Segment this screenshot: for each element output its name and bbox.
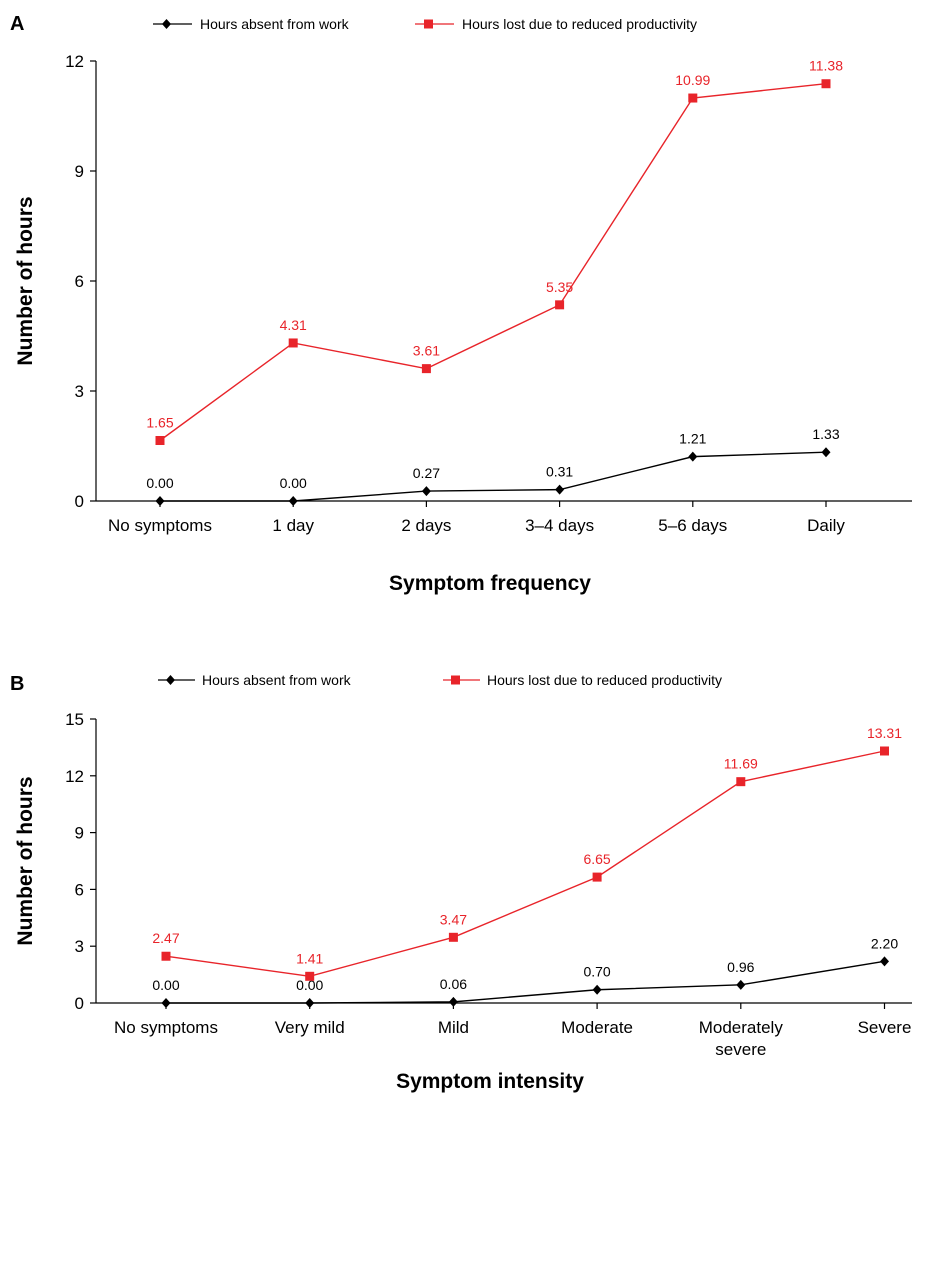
x-category-label: Moderate xyxy=(561,1018,633,1037)
series-line xyxy=(166,960,885,1004)
y-tick-label: 3 xyxy=(75,937,84,956)
x-axis-title: Symptom frequency xyxy=(389,572,591,595)
data-point xyxy=(592,984,602,995)
x-category-label: Mild xyxy=(438,1018,469,1037)
data-point xyxy=(161,951,171,961)
data-point xyxy=(161,998,171,1008)
series-line xyxy=(165,750,885,978)
y-tick-label: 6 xyxy=(75,272,84,291)
y-axis-title: Number of hours xyxy=(14,196,37,365)
data-point xyxy=(305,998,315,1008)
panel-tag: B xyxy=(10,673,24,695)
x-category-label: severe xyxy=(715,1040,766,1059)
data-point xyxy=(555,300,565,310)
x-category-label: Severe xyxy=(858,1018,912,1037)
legend-marker-1 xyxy=(162,19,171,29)
legend-label-2: Hours lost due to reduced productivity xyxy=(462,16,697,32)
data-label: 11.69 xyxy=(724,756,758,772)
data-label: 0.00 xyxy=(296,977,323,993)
series-2: 1.65 4.31 3.61 5.35 10.99 11.38 xyxy=(146,58,843,445)
data-point xyxy=(688,451,698,462)
data-label: 11.38 xyxy=(809,58,843,74)
data-point xyxy=(736,777,746,787)
data-point xyxy=(155,436,165,445)
data-label: 3.47 xyxy=(440,911,467,927)
y-tick-label: 9 xyxy=(75,162,84,181)
x-category-label: No symptoms xyxy=(108,516,212,535)
data-point xyxy=(555,484,565,495)
data-label: 0.96 xyxy=(727,959,754,975)
legend-label-2: Hours lost due to reduced productivity xyxy=(487,672,722,688)
x-category-label: Daily xyxy=(807,516,845,535)
y-tick-label: 6 xyxy=(75,880,84,899)
chart-panel-a: A Hours absent from work Hours lost due to… xyxy=(10,13,912,595)
series-2: 2.47 1.41 3.47 6.65 11.69 13.31 xyxy=(152,725,902,981)
data-label: 4.31 xyxy=(280,317,307,333)
data-label: 1.33 xyxy=(812,426,839,442)
data-point xyxy=(821,79,831,89)
data-point xyxy=(880,956,889,967)
y-tick-label: 12 xyxy=(65,52,84,71)
legend-marker-1 xyxy=(166,675,175,685)
y-tick-label: 0 xyxy=(75,994,84,1013)
x-category-label: No symptoms xyxy=(114,1018,218,1037)
y-axis-title: Number of hours xyxy=(14,776,37,945)
x-category-label: Very mild xyxy=(275,1018,345,1037)
data-label: 3.61 xyxy=(413,343,440,359)
data-label: 0.70 xyxy=(583,964,610,980)
y-tick-label: 3 xyxy=(75,382,84,401)
data-label: 0.31 xyxy=(546,464,573,480)
data-point xyxy=(155,496,165,506)
data-point xyxy=(880,746,889,756)
data-point xyxy=(592,872,602,882)
data-point xyxy=(421,486,431,497)
x-category-label: 2 days xyxy=(401,516,451,535)
data-label: 1.41 xyxy=(296,950,323,966)
data-label: 0.06 xyxy=(440,976,467,992)
y-tick-label: 12 xyxy=(65,767,84,786)
data-label: 2.20 xyxy=(871,935,898,951)
series-1: 0.00 0.00 0.06 0.70 0.96 2.20 xyxy=(152,935,898,1008)
data-label: 1.65 xyxy=(146,415,173,431)
legend-label-1: Hours absent from work xyxy=(200,16,350,32)
x-category-label: 3–4 days xyxy=(525,516,594,535)
series-line xyxy=(159,83,827,442)
data-label: 1.21 xyxy=(679,431,706,447)
legend-marker-2 xyxy=(451,675,460,685)
data-label: 0.27 xyxy=(413,465,440,481)
data-point xyxy=(448,932,458,942)
data-label: 0.00 xyxy=(152,977,179,993)
y-tick-label: 9 xyxy=(75,824,84,843)
data-label: 0.00 xyxy=(146,475,173,491)
y-tick-label: 15 xyxy=(65,710,84,729)
data-label: 0.00 xyxy=(280,475,307,491)
data-point xyxy=(288,496,298,506)
x-category-label: Moderately xyxy=(699,1018,784,1037)
x-category-label: 1 day xyxy=(272,516,314,535)
panel-tag: A xyxy=(10,13,24,35)
series-line xyxy=(160,451,827,502)
x-axis-title: Symptom intensity xyxy=(396,1070,584,1093)
data-point xyxy=(305,971,315,981)
legend-marker-2 xyxy=(424,19,433,29)
data-point xyxy=(288,338,298,348)
data-label: 2.47 xyxy=(152,930,179,946)
data-point xyxy=(688,93,698,103)
chart-panel-b: B Hours absent from work Hours lost due to… xyxy=(10,672,912,1093)
data-label: 6.65 xyxy=(583,851,610,867)
data-label: 5.35 xyxy=(546,279,573,295)
data-point xyxy=(421,364,431,374)
data-point xyxy=(736,979,746,990)
x-category-label: 5–6 days xyxy=(658,516,727,535)
legend-label-1: Hours absent from work xyxy=(202,672,352,688)
data-label: 13.31 xyxy=(867,725,902,741)
data-label: 10.99 xyxy=(675,72,710,88)
data-point xyxy=(448,996,458,1007)
data-point xyxy=(821,447,831,458)
series-1: 0.00 0.00 0.27 0.31 1.21 1.33 xyxy=(146,426,840,506)
y-tick-label: 0 xyxy=(75,492,84,511)
